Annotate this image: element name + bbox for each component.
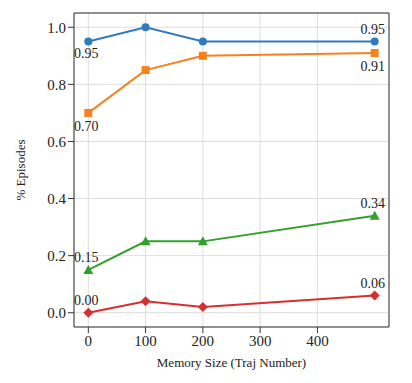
svg-text:0.4: 0.4 [47, 191, 66, 207]
svg-text:0.00: 0.00 [74, 293, 99, 308]
svg-text:0.91: 0.91 [360, 59, 385, 74]
svg-text:0.34: 0.34 [360, 196, 385, 211]
svg-text:0.2: 0.2 [47, 248, 66, 264]
svg-text:300: 300 [249, 333, 272, 349]
svg-text:200: 200 [192, 333, 215, 349]
svg-text:0.8: 0.8 [47, 77, 66, 93]
svg-text:0: 0 [85, 333, 93, 349]
svg-text:0.70: 0.70 [74, 119, 99, 134]
svg-text:0.15: 0.15 [74, 250, 99, 265]
svg-text:0.6: 0.6 [47, 134, 66, 150]
svg-text:Memory Size (Traj Number): Memory Size (Traj Number) [157, 355, 306, 370]
svg-text:400: 400 [306, 333, 329, 349]
svg-text:0.0: 0.0 [47, 305, 66, 321]
svg-text:0.06: 0.06 [360, 276, 385, 291]
svg-text:0.95: 0.95 [360, 22, 385, 37]
svg-text:% Episodes: % Episodes [13, 139, 28, 200]
svg-text:1.0: 1.0 [47, 20, 66, 36]
svg-text:0.95: 0.95 [74, 46, 99, 61]
svg-text:100: 100 [134, 333, 157, 349]
